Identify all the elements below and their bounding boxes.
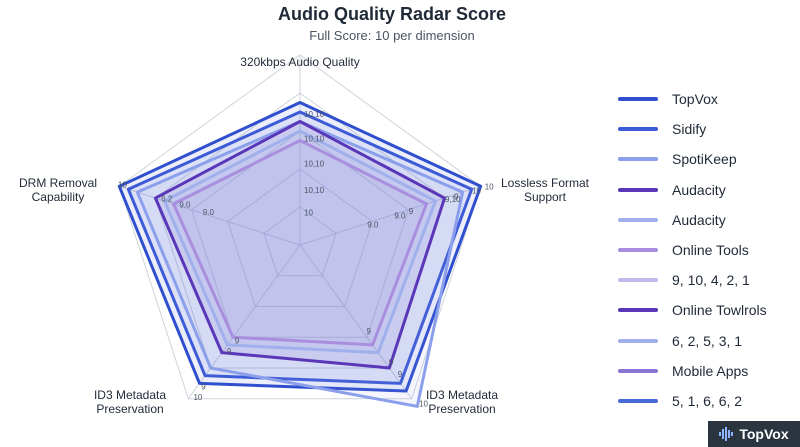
legend-item: Audacity [618,175,794,205]
data-label: 10,10 [304,186,325,195]
data-label: 6.2 [161,195,173,204]
legend-swatch [618,278,658,283]
data-label: 10,10 [304,110,325,119]
legend-swatch [618,217,658,222]
data-label: 9.0 [203,208,215,217]
data-label: 9 [409,207,414,216]
grid-spoke [299,244,413,400]
legend-swatch [618,127,658,132]
data-label: 9.0 [179,200,191,209]
legend-label: 5, 1, 6, 6, 2 [672,392,743,409]
series-4-polygon [162,129,438,355]
radar-series [117,101,483,408]
legend-label: 9, 10, 4, 2, 1 [672,272,750,289]
radar-grid [118,54,482,400]
chart-subtitle: Full Score: 10 per dimension [309,28,475,43]
grid-ring [118,54,482,400]
grid-ring [154,92,446,369]
series-5-polygon [172,139,428,347]
data-label: 9 [367,327,372,336]
legend-item: 5, 1, 6, 6, 2 [618,386,794,416]
radar-chart: 10,1010,1010,1010,1010101099,1099.09.010… [19,54,590,416]
axis-label-2: ID3 Metadata Preservation [426,388,498,416]
grid-ring [227,168,373,307]
grid-spoke [119,185,301,246]
data-label: 9 [389,358,394,367]
legend-item: Mobile Apps [618,356,794,386]
legend-label: Online Towlrols [672,302,767,319]
series-3-polygon [153,120,447,370]
data-label: 9 [398,370,403,379]
grid-ring [190,130,410,338]
axis-label-1: Lossless Format Support [501,176,590,204]
series-2-polygon [135,120,465,408]
data-label: 10,10 [304,135,325,144]
legend-item: 6, 2, 5, 3, 1 [618,326,794,356]
legend-item: Audacity [618,205,794,235]
legend-item: Online Towlrols [618,295,794,325]
data-label: 9,10 [445,195,461,204]
legend-swatch [618,157,658,162]
data-label: 10 [193,393,202,402]
brand-badge: TopVox [708,421,800,447]
legend-label: SpotiKeep [672,151,737,168]
soundwave-logo-icon [719,427,734,441]
data-label: 9 [201,382,206,391]
chart-title: Audio Quality Radar Score [277,4,507,24]
axis-label-4: DRM Removal Capability [19,176,97,204]
data-label: 9 [454,192,459,201]
legend-item: Online Tools [618,235,794,265]
legend-label: Sidify [672,121,707,138]
data-label: 9 [227,347,232,356]
legend-label: Audacity [672,211,726,228]
legend-label: Mobile Apps [672,362,749,379]
legend-item: Sidify [618,114,794,144]
radar-axis-labels: 320kbps Audio Quality Lossless Format Supp… [19,55,590,416]
legend-swatch [618,308,658,313]
chart-legend: TopVox Sidify SpotiKeep Audacity Audacity Onl… [618,84,794,416]
legend-label: TopVox [672,91,718,108]
data-label: 9.0 [394,212,406,221]
radar-data-labels: 10,1010,1010,1010,1010101099,1099.09.010… [118,110,494,408]
legend-label: Audacity [672,181,726,198]
data-label: 10 [118,181,127,190]
legend-item: 9, 10, 4, 2, 1 [618,265,794,295]
legend-swatch [618,338,658,343]
data-label: 10 [419,399,428,408]
grid-spoke [187,244,301,400]
data-label: 10 [485,182,494,191]
axis-label-0: 320kbps Audio Quality [240,55,359,69]
data-label: 9.0 [367,220,379,229]
legend-swatch [618,187,658,192]
legend-label: 6, 2, 5, 3, 1 [672,332,743,349]
axis-label-3: ID3 Metadata Preservation [94,388,166,416]
grid-ring [263,206,337,277]
legend-swatch [618,97,658,102]
legend-swatch [618,368,658,373]
grid-spoke [299,185,481,246]
legend-swatch [618,398,658,403]
data-label: 10 [472,186,481,195]
legend-swatch [618,248,658,253]
data-label: 9 [235,336,240,345]
legend-item: TopVox [618,84,794,114]
legend-label: Online Tools [672,242,749,259]
brand-badge-text: TopVox [739,426,789,442]
data-label: 10,10 [304,159,325,168]
legend-item: SpotiKeep [618,144,794,174]
data-label: 10 [304,209,313,218]
